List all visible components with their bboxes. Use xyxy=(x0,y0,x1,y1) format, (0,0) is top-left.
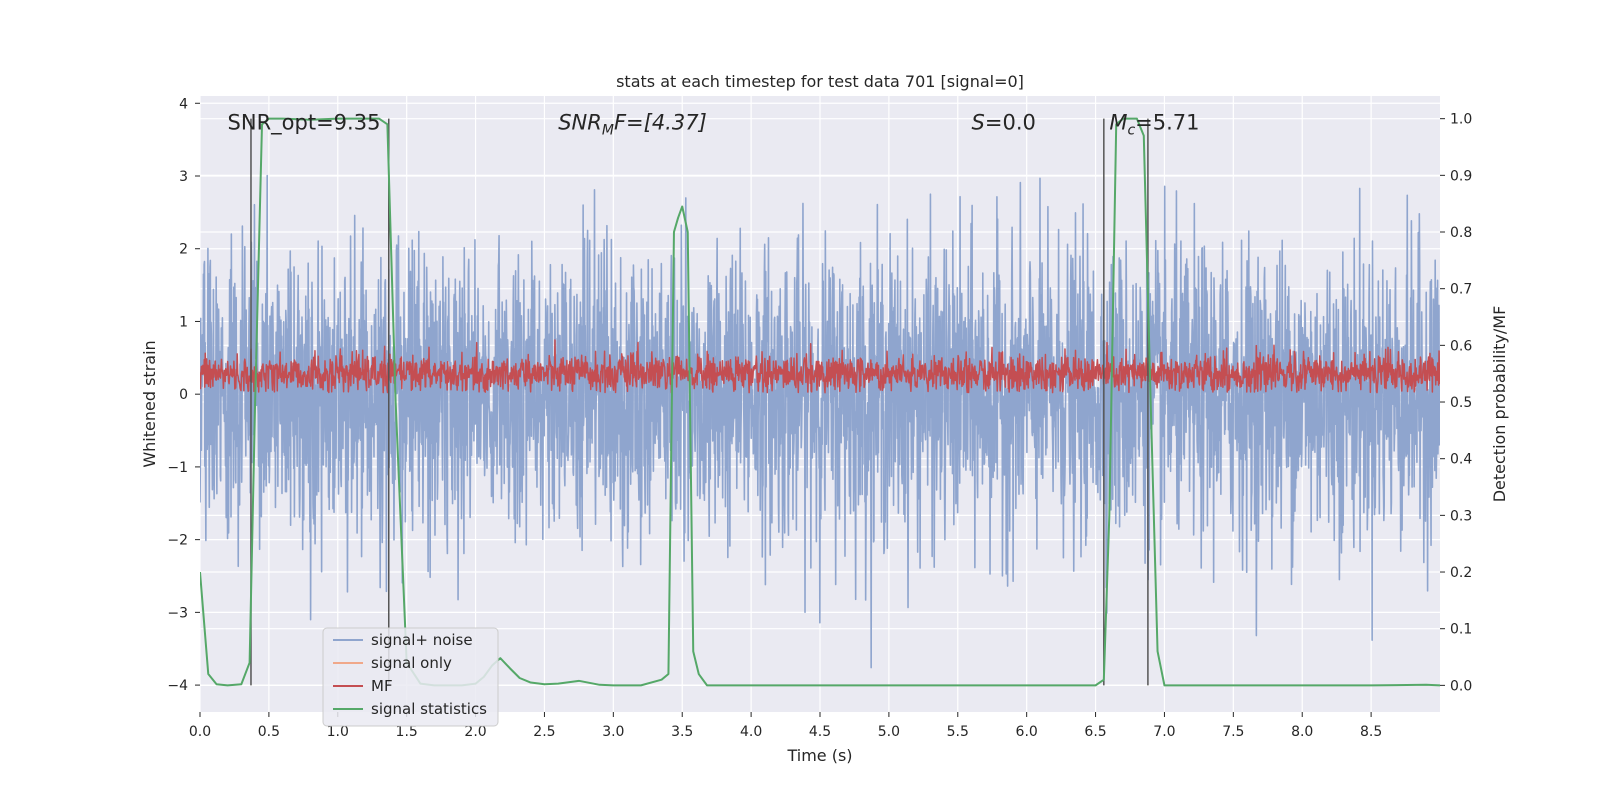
x-tick-label: 6.0 xyxy=(1016,724,1038,740)
y-tick-label: 3 xyxy=(179,169,188,185)
y-right-tick-label: 0.4 xyxy=(1450,452,1472,468)
vertical-markers xyxy=(250,118,1149,686)
y-tick-label: 2 xyxy=(179,242,188,258)
y-tick-label: −4 xyxy=(167,678,188,694)
axes: 0.0 0.5 1.0 1.5 2.0 2.5 3.0 3.5 4.0 4.5 5.0 5.5 6.0 6… xyxy=(167,96,1472,740)
signal-statistics-line xyxy=(200,117,1440,687)
x-tick-label: 4.0 xyxy=(740,724,762,740)
x-tick-label: 0.0 xyxy=(189,724,211,740)
annotation-4: Mc=5.71 xyxy=(1109,110,1199,138)
chart-title: stats at each timestep for test data 701… xyxy=(616,72,1024,91)
series-signal-statistics xyxy=(200,117,1440,687)
x-tick-label: 1.5 xyxy=(396,724,418,740)
y-right-tick-label: 0.3 xyxy=(1450,508,1472,524)
y-tick-label: −1 xyxy=(167,460,188,476)
y-right-tick-label: 0.2 xyxy=(1450,565,1472,581)
x-axis-label: Time (s) xyxy=(786,746,852,765)
y-right-tick-label: 0.0 xyxy=(1450,678,1472,694)
x-tick-label: 6.5 xyxy=(1084,724,1106,740)
x-tick-label: 5.5 xyxy=(947,724,969,740)
annotation-1: SNR_opt=9.35 xyxy=(228,110,381,135)
x-tick-label: 8.5 xyxy=(1360,724,1382,740)
legend-label: signal statistics xyxy=(371,700,487,718)
x-tick-label: 4.5 xyxy=(809,724,831,740)
y-axis-label: Whitened strain xyxy=(140,340,159,467)
series-mf xyxy=(200,339,1440,394)
x-tick-label: 2.0 xyxy=(464,724,486,740)
legend-box xyxy=(322,627,499,727)
y-tick-label: 0 xyxy=(179,387,188,403)
x-tick-label: 8.0 xyxy=(1291,724,1313,740)
mf-line xyxy=(200,339,1440,394)
legend: signal+ noise signal only MF signal statist… xyxy=(322,627,499,727)
x-tick-label: 7.5 xyxy=(1222,724,1244,740)
annotation-3: S=0.0 xyxy=(972,110,1036,134)
x-tick-label: 3.5 xyxy=(671,724,693,740)
x-tick-label: 5.0 xyxy=(878,724,900,740)
x-tick-label: 0.5 xyxy=(258,724,280,740)
x-tick-label: 3.0 xyxy=(602,724,624,740)
y-right-tick-label: 0.7 xyxy=(1450,282,1472,298)
legend-label: MF xyxy=(371,677,393,695)
y-right-tick-label: 0.6 xyxy=(1450,338,1472,354)
y-tick-label: 4 xyxy=(179,96,188,112)
series-signal-noise xyxy=(200,174,1440,669)
y-right-axis-label: Detection probability/MF xyxy=(1490,306,1509,503)
y-tick-label: −3 xyxy=(167,605,188,621)
legend-label: signal+ noise xyxy=(371,631,473,649)
x-tick-label: 2.5 xyxy=(533,724,555,740)
y-right-tick-label: 0.8 xyxy=(1450,225,1472,241)
y-right-tick-label: 0.5 xyxy=(1450,395,1472,411)
legend-label: signal only xyxy=(371,654,452,672)
y-tick-label: 1 xyxy=(179,314,188,330)
x-tick-label: 1.0 xyxy=(327,724,349,740)
x-tick-label: 7.0 xyxy=(1153,724,1175,740)
y-right-tick-label: 0.1 xyxy=(1450,622,1472,638)
annotations: SNR_opt=9.35 SNRMF=[4.37] S=0.0 Mc=5.71 xyxy=(228,110,1200,138)
y-right-tick-label: 0.9 xyxy=(1450,168,1472,184)
annotation-2: SNRMF=[4.37] xyxy=(558,110,707,138)
y-tick-label: −2 xyxy=(167,533,188,549)
y-right-tick-label: 1.0 xyxy=(1450,112,1472,128)
signal-noise-line xyxy=(200,174,1440,669)
